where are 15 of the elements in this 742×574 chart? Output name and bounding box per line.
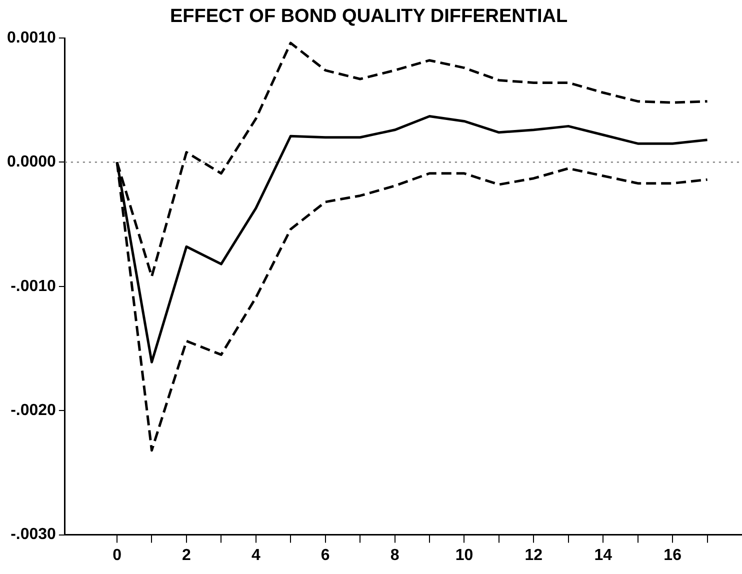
x-tick-label: 8	[390, 546, 400, 564]
y-tick-label: 0.0010	[7, 29, 56, 46]
chart-title: EFFECT OF BOND QUALITY DIFFERENTIAL	[170, 6, 568, 28]
x-tick-label: 16	[664, 546, 682, 564]
x-tick-label: 10	[455, 546, 474, 564]
y-tick-label: -.0030	[10, 526, 56, 544]
x-tick-label: 6	[320, 546, 330, 564]
x-tick-label: 12	[524, 546, 543, 564]
x-tick-label: 14	[594, 546, 612, 564]
x-tick-label: 2	[182, 546, 192, 564]
x-tick-label: 0	[112, 546, 122, 564]
y-tick-label: 0.0000	[7, 154, 56, 171]
y-tick-label: -.0010	[10, 278, 56, 295]
x-tick-label: 4	[251, 546, 260, 564]
y-tick-label: -.0020	[10, 402, 56, 420]
